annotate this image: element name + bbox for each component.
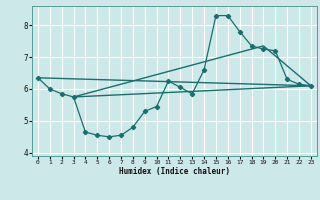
X-axis label: Humidex (Indice chaleur): Humidex (Indice chaleur) [119,167,230,176]
